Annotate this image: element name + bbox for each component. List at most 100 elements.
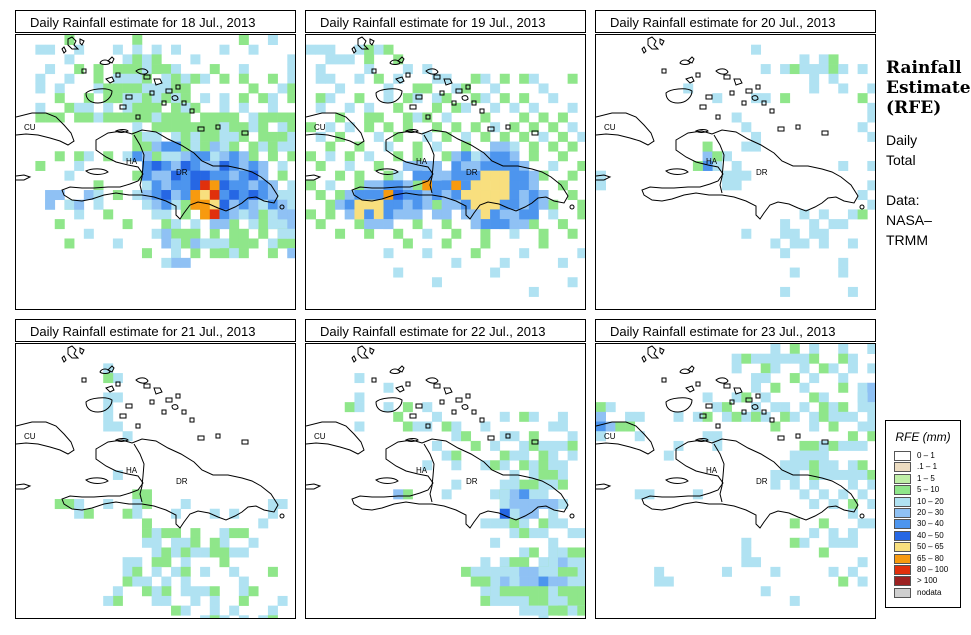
rain-cell — [93, 112, 104, 123]
rain-cell — [373, 219, 384, 230]
rain-cell — [490, 141, 501, 152]
rain-cell — [151, 131, 162, 142]
rain-cell — [74, 64, 85, 75]
bahamas-island — [723, 74, 731, 80]
rain-cell — [248, 180, 259, 191]
rain-cell — [538, 499, 549, 510]
rain-cell — [828, 537, 839, 548]
rain-cell — [441, 421, 452, 432]
rain-cell — [180, 102, 191, 113]
rain-cell — [741, 122, 752, 133]
rain-cell — [441, 219, 452, 230]
rain-cell — [277, 499, 288, 510]
rain-cell — [200, 180, 211, 191]
rain-cell — [519, 440, 530, 451]
rain-cell — [702, 392, 713, 403]
rain-cell — [692, 489, 703, 500]
rain-cell — [490, 566, 501, 577]
rain-cell — [818, 363, 829, 374]
rain-cell — [731, 112, 742, 123]
rain-cell — [557, 576, 568, 587]
bahamas-island — [171, 95, 179, 101]
rain-cell — [151, 586, 162, 597]
rain-cell — [799, 363, 810, 374]
rain-cell — [151, 557, 162, 568]
rain-cell — [480, 238, 491, 249]
rain-cell — [383, 199, 394, 210]
rain-cell — [499, 518, 510, 529]
rain-cell — [528, 141, 539, 152]
rain-cell — [180, 73, 191, 84]
rain-cell — [180, 566, 191, 577]
rainfall-panel: Daily Rainfall estimate for 22 Jul., 201… — [305, 319, 586, 619]
rain-cell — [431, 170, 442, 181]
rain-cell — [857, 93, 868, 104]
rain-cell — [567, 605, 578, 616]
bahamas-island — [729, 399, 735, 405]
rain-cell — [209, 586, 220, 597]
rain-cell — [538, 576, 549, 587]
rain-cell — [422, 421, 433, 432]
tortuga-island — [695, 129, 709, 133]
tortuga-island — [405, 129, 419, 133]
rain-cell — [838, 469, 849, 480]
rain-cell — [509, 557, 520, 568]
rain-cell — [538, 518, 549, 529]
rain-cell — [818, 440, 829, 451]
rain-cell — [122, 112, 133, 123]
bahamas-island — [451, 100, 457, 106]
rain-cell — [499, 460, 510, 471]
rain-cell — [490, 102, 501, 113]
rain-cell — [151, 160, 162, 171]
rain-cell — [248, 537, 259, 548]
rain-cell — [267, 248, 278, 259]
rain-cell — [238, 576, 249, 587]
bahamas-island — [99, 59, 111, 65]
rain-cell — [209, 112, 220, 123]
rainfall-panel: Daily Rainfall estimate for 20 Jul., 201… — [595, 10, 876, 310]
bahamas-island — [661, 68, 667, 74]
rain-cell — [132, 83, 143, 94]
rain-cell — [132, 44, 143, 55]
rain-cell — [151, 566, 162, 577]
rain-cell — [35, 83, 46, 94]
rain-cell — [54, 93, 65, 104]
rain-cell — [344, 190, 355, 201]
rain-cell — [509, 228, 520, 239]
bahamas-island — [241, 130, 249, 136]
rain-cell — [83, 112, 94, 123]
rain-cell — [315, 102, 326, 113]
rain-cell — [190, 170, 201, 181]
bahamas-island — [99, 368, 111, 374]
rain-cell — [528, 595, 539, 606]
bahamas-island — [369, 347, 375, 355]
rain-cell — [470, 440, 481, 451]
rain-cell — [770, 469, 781, 480]
bahamas-island — [733, 78, 743, 86]
legend-label: 40 – 50 — [917, 530, 944, 540]
rain-cell — [315, 64, 326, 75]
rain-cell — [490, 537, 501, 548]
rain-cell — [171, 238, 182, 249]
rain-cell — [412, 180, 423, 191]
rain-cell — [567, 595, 578, 606]
rain-cell — [789, 64, 800, 75]
panel-map: CU HA DR — [15, 34, 296, 310]
map-label-dr: DR — [466, 477, 478, 486]
rain-cell — [596, 402, 606, 413]
rain-cell — [151, 93, 162, 104]
rain-cell — [461, 131, 472, 142]
rain-cell — [799, 64, 810, 75]
bahamas-island — [425, 423, 431, 429]
bahamas-island — [357, 345, 370, 359]
rain-cell — [799, 450, 810, 461]
rain-cell — [180, 190, 191, 201]
rain-cell — [354, 219, 365, 230]
rain-cell — [509, 209, 520, 220]
rain-cell — [770, 238, 781, 249]
rain-cell — [770, 344, 781, 354]
rain-cell — [431, 209, 442, 220]
rain-cell — [567, 228, 578, 239]
bahamas-island — [777, 435, 785, 441]
rain-cell — [219, 112, 230, 123]
